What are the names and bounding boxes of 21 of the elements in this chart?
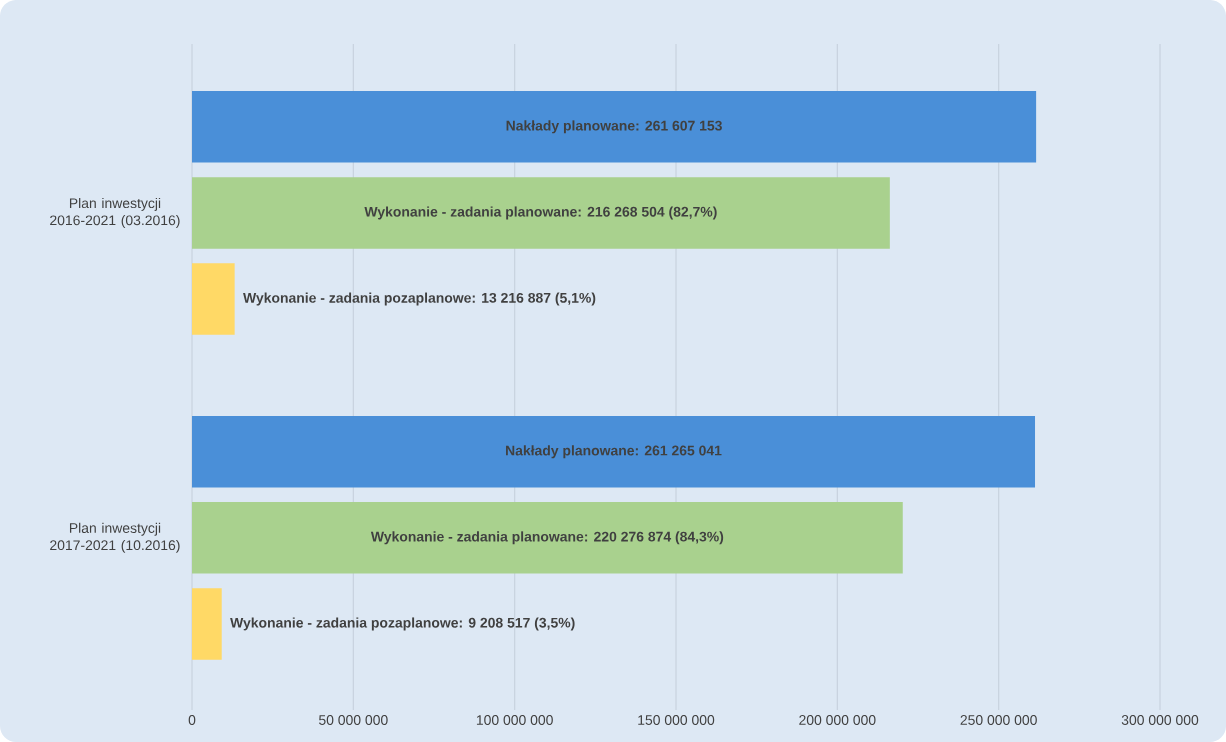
x-tick-label: 300 000 000 xyxy=(1121,715,1199,725)
bar xyxy=(192,91,1037,163)
y-tick-label: Plan inwestycji 2017-2021 (10.2016) xyxy=(50,522,180,553)
data-label: Wykonanie - zadania planowane: 220 276 874 (84,3%) xyxy=(370,531,724,545)
bar xyxy=(192,502,903,574)
bar xyxy=(192,415,1036,488)
x-tick-label: 200 000 000 xyxy=(799,715,876,725)
x-tick-label: 250 000 000 xyxy=(960,715,1037,725)
data-label: Wykonanie - zadania pozaplanowe: 9 208 517 (3,5%) xyxy=(230,617,575,631)
data-label: Wykonanie - zadania pozaplanowe: 13 216 887 (5,1%) xyxy=(243,292,596,306)
y-tick-label: Plan inwestycji 2016-2021 (03.2016) xyxy=(50,197,180,228)
data-label: Nakłady planowane: 261 265 041 xyxy=(506,445,722,459)
x-tick-label: 0 xyxy=(188,715,196,725)
x-tick-label: 100 000 000 xyxy=(476,715,553,725)
data-label: Wykonanie - zadania planowane: 216 268 504 (82,7%) xyxy=(364,206,717,220)
bar xyxy=(192,588,222,660)
bar xyxy=(192,263,235,335)
data-label: Nakłady planowane: 261 607 153 xyxy=(506,120,722,134)
x-tick-label: 150 000 000 xyxy=(638,715,715,725)
x-tick-label: 50 000 000 xyxy=(318,715,388,725)
bar xyxy=(192,177,890,249)
